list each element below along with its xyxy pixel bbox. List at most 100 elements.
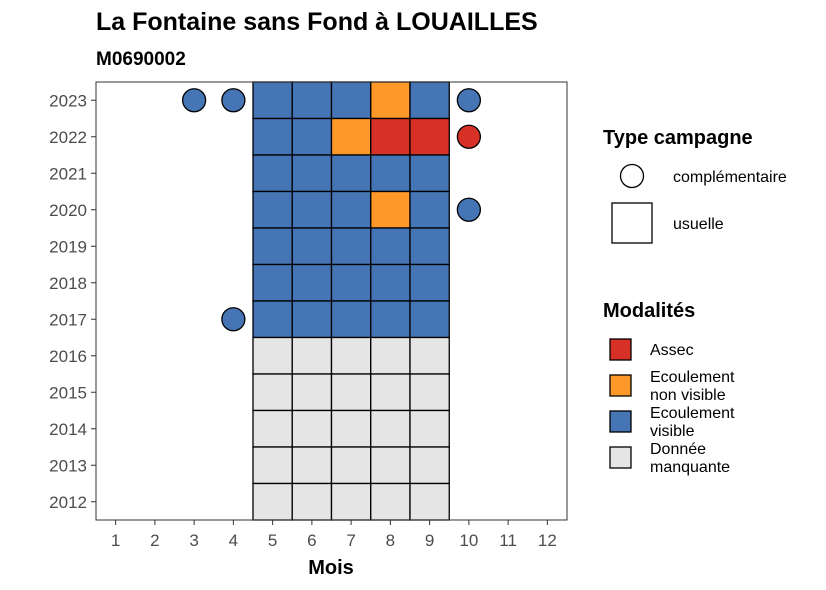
- legend-key-circle: [619, 163, 645, 189]
- points-layer: [181, 88, 482, 332]
- legend-label: Ecoulement non visible: [650, 369, 735, 404]
- legend-label-line: manquante: [650, 459, 730, 476]
- legend-key-swatch: [609, 374, 632, 397]
- tile: [252, 154, 293, 193]
- y-tick-label: 2021: [49, 164, 87, 183]
- tile: [252, 263, 293, 302]
- tile: [252, 409, 293, 448]
- tile: [370, 300, 411, 339]
- point: [456, 124, 482, 149]
- tile: [409, 446, 450, 485]
- tile: [330, 336, 372, 375]
- tile: [291, 263, 333, 302]
- tile: [409, 190, 450, 229]
- tile: [291, 117, 333, 156]
- legend-title-type-campagne: Type campagne: [603, 127, 753, 149]
- tile: [330, 446, 372, 485]
- panel-border: [95, 81, 568, 521]
- tile: [291, 81, 333, 120]
- tile: [370, 154, 411, 193]
- tile: [291, 154, 333, 193]
- x-tick-label: 11: [499, 531, 517, 550]
- legend-label-line: Assec: [650, 342, 694, 359]
- tile: [370, 482, 411, 521]
- point: [221, 88, 246, 113]
- tile: [370, 81, 411, 120]
- legend-key-swatch: [609, 410, 632, 433]
- tile: [252, 300, 293, 339]
- tile: [330, 154, 372, 193]
- tile: [409, 81, 450, 120]
- tile: [330, 300, 372, 339]
- y-tick-label: 2016: [49, 347, 87, 366]
- x-tick-label: 2: [150, 531, 159, 550]
- tile: [370, 446, 411, 485]
- y-tick-label: 2013: [49, 456, 87, 475]
- tile: [370, 409, 411, 448]
- tile: [252, 190, 293, 229]
- tile: [370, 227, 411, 266]
- point: [456, 197, 482, 222]
- x-tick-label: 7: [346, 531, 355, 550]
- tile: [409, 482, 450, 521]
- legend-label: Assec: [650, 342, 694, 359]
- tile: [370, 373, 411, 412]
- tile: [252, 117, 293, 156]
- y-tick-label: 2022: [49, 128, 87, 147]
- legend-label: Ecoulement visible: [650, 405, 735, 440]
- tile: [409, 336, 450, 375]
- tile: [330, 482, 372, 521]
- legend-label-line: Ecoulement: [650, 369, 735, 386]
- legend-label: usuelle: [673, 216, 724, 233]
- tile: [330, 373, 372, 412]
- y-tick-label: 2015: [49, 383, 87, 402]
- chart-title: La Fontaine sans Fond à LOUAILLES: [96, 8, 538, 36]
- tile: [291, 409, 333, 448]
- tile: [291, 482, 333, 521]
- tile: [330, 190, 372, 229]
- x-tick-label: 6: [307, 531, 316, 550]
- legend-title-modalites: Modalités: [603, 300, 695, 322]
- chart-subtitle: M0690002: [96, 49, 186, 70]
- tiles-layer: [252, 81, 450, 521]
- y-tick-label: 2020: [49, 201, 87, 220]
- x-tick-label: 1: [111, 531, 120, 550]
- tile: [252, 227, 293, 266]
- x-tick-label: 10: [459, 531, 478, 550]
- x-tick-label: 9: [425, 531, 434, 550]
- y-tick-label: 2019: [49, 237, 87, 256]
- tile: [291, 446, 333, 485]
- tile: [291, 336, 333, 375]
- tile: [409, 409, 450, 448]
- y-tick-label: 2023: [49, 91, 87, 110]
- tile: [409, 227, 450, 266]
- x-axis: 1 2 3 4 5 6 7 8 9 10 11 12: [111, 520, 557, 550]
- x-tick-label: 8: [386, 531, 395, 550]
- tile: [291, 227, 333, 266]
- legend-key-square: [611, 202, 653, 244]
- legend-label: Donnée manquante: [650, 441, 730, 476]
- point: [456, 88, 482, 113]
- tile: [330, 263, 372, 302]
- x-tick-label: 4: [229, 531, 238, 550]
- tile: [252, 373, 293, 412]
- point: [181, 88, 207, 113]
- tile: [370, 263, 411, 302]
- legend-label-line: Donnée: [650, 441, 706, 458]
- y-axis: 2012 2013 2014 2015 2016 2017 2018 2019 2020 2021…: [49, 91, 96, 512]
- x-tick-label: 3: [189, 531, 198, 550]
- y-tick-label: 2018: [49, 274, 87, 293]
- tile: [370, 190, 411, 229]
- y-tick-label: 2014: [49, 420, 87, 439]
- tile: [330, 409, 372, 448]
- tile: [370, 336, 411, 375]
- tile: [291, 190, 333, 229]
- tile: [409, 117, 450, 156]
- tile: [330, 81, 372, 120]
- legend-label-line: non visible: [650, 387, 726, 404]
- legend: Type campagne complémentaire usuelle Modali…: [603, 127, 787, 476]
- x-tick-label: 5: [268, 531, 277, 550]
- tile: [409, 154, 450, 193]
- x-axis-title: Mois: [308, 557, 354, 579]
